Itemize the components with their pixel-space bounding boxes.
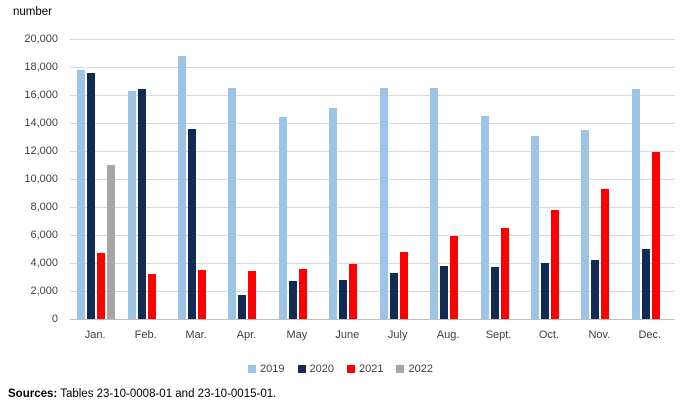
y-axis-tick-label: 12,000 <box>24 145 58 157</box>
legend-item-2019: 2019 <box>248 363 285 375</box>
bar-2021-june <box>349 264 358 319</box>
sources-text: Tables 23-10-0008-01 and 23-10-0015-01. <box>57 388 277 400</box>
y-axis-title: number <box>13 6 52 18</box>
x-axis-line <box>70 319 675 320</box>
bar-2020-oct <box>540 263 549 319</box>
x-axis-tick-label: June <box>335 329 360 341</box>
bar-2021-oct <box>550 209 559 319</box>
legend-swatch-2019 <box>248 365 257 373</box>
bar-2021-dec <box>651 152 660 319</box>
bar-2021-aug <box>450 236 459 319</box>
y-axis-tick-label: 2,000 <box>30 285 58 297</box>
x-axis-tick-label: Feb. <box>134 329 157 341</box>
y-axis-tick-label: 10,000 <box>24 173 58 185</box>
bar-2021-sept <box>500 228 509 319</box>
sources-label: Sources: <box>8 388 58 400</box>
x-axis-tick-label: Dec. <box>638 329 662 341</box>
x-axis-tick-label: Jan. <box>84 329 106 341</box>
legend-item-2022: 2022 <box>396 363 433 375</box>
bar-2020-july <box>389 272 398 319</box>
legend-item-2021: 2021 <box>347 363 383 375</box>
bar-2020-feb <box>137 89 146 319</box>
bar-2021-july <box>399 251 408 319</box>
bar-2019-may <box>278 117 287 319</box>
x-axis-tick-label: Apr. <box>236 329 257 341</box>
y-axis-tick-label: 16,000 <box>24 89 58 101</box>
bar-2020-may <box>288 281 297 319</box>
x-axis-tick-label: July <box>387 329 408 341</box>
bar-2019-jan <box>77 69 86 319</box>
bar-2020-mar <box>188 128 197 319</box>
x-axis-tick-label: Nov. <box>588 329 611 341</box>
bar-2021-may <box>298 268 307 319</box>
gridline <box>70 263 675 264</box>
gridline <box>70 95 675 96</box>
x-axis-tick-label: Oct. <box>538 329 560 341</box>
bar-2019-july <box>379 88 388 319</box>
bar-2020-nov <box>591 260 600 319</box>
gridline <box>70 39 675 40</box>
gridline <box>70 291 675 292</box>
bar-2019-aug <box>430 88 439 319</box>
bar-2019-mar <box>178 55 187 319</box>
bar-2020-dec <box>641 249 650 319</box>
bar-2019-apr <box>228 88 237 319</box>
bar-2019-oct <box>530 135 539 319</box>
sources-note: Sources: Tables 23-10-0008-01 and 23-10-… <box>8 388 276 400</box>
bar-2020-sept <box>490 267 499 319</box>
bar-2020-apr <box>238 295 247 319</box>
bar-2021-apr <box>248 271 257 319</box>
bar-2021-jan <box>97 253 106 319</box>
bar-2019-sept <box>480 116 489 319</box>
legend-label-2019: 2019 <box>260 363 285 375</box>
x-axis-tick-label: May <box>286 329 308 341</box>
bar-2021-mar <box>198 270 207 319</box>
gridline <box>70 123 675 124</box>
legend-label-2020: 2020 <box>309 363 334 375</box>
bar-2020-june <box>339 279 348 319</box>
x-axis-tick-label: Mar. <box>185 329 207 341</box>
legend-swatch-2020 <box>297 365 306 373</box>
y-axis-tick-label: 8,000 <box>30 201 58 213</box>
bar-2022-jan <box>107 165 116 319</box>
bar-2019-feb <box>127 90 136 319</box>
bar-2019-june <box>329 107 338 319</box>
x-axis-tick-label: Sept. <box>485 329 512 341</box>
bar-2019-dec <box>631 89 640 319</box>
y-axis-tick-label: 4,000 <box>30 257 58 269</box>
legend-label-2021: 2021 <box>359 363 384 375</box>
bar-2020-jan <box>87 72 96 319</box>
y-axis-tick-label: 20,000 <box>24 33 58 45</box>
y-axis-tick-label: 14,000 <box>24 117 58 129</box>
chart-legend: 2019 2020 2021 2022 <box>0 361 681 377</box>
y-axis-tick-label: 18,000 <box>24 61 58 73</box>
legend-swatch-2021 <box>347 365 355 373</box>
gridline <box>70 179 675 180</box>
y-axis-tick-label: 0 <box>51 313 58 325</box>
legend-swatch-2022 <box>396 365 405 373</box>
x-axis-tick-label: Aug. <box>436 329 460 341</box>
gridline <box>70 235 675 236</box>
legend-label-2022: 2022 <box>408 363 433 375</box>
gridline <box>70 207 675 208</box>
gridline <box>70 67 675 68</box>
bar-2020-aug <box>440 265 449 319</box>
bar-2019-nov <box>581 130 590 319</box>
legend-item-2020: 2020 <box>297 363 334 375</box>
gridline <box>70 151 675 152</box>
bar-2021-nov <box>601 188 610 319</box>
y-axis-tick-label: 6,000 <box>30 229 58 241</box>
bar-2021-feb <box>147 274 156 319</box>
